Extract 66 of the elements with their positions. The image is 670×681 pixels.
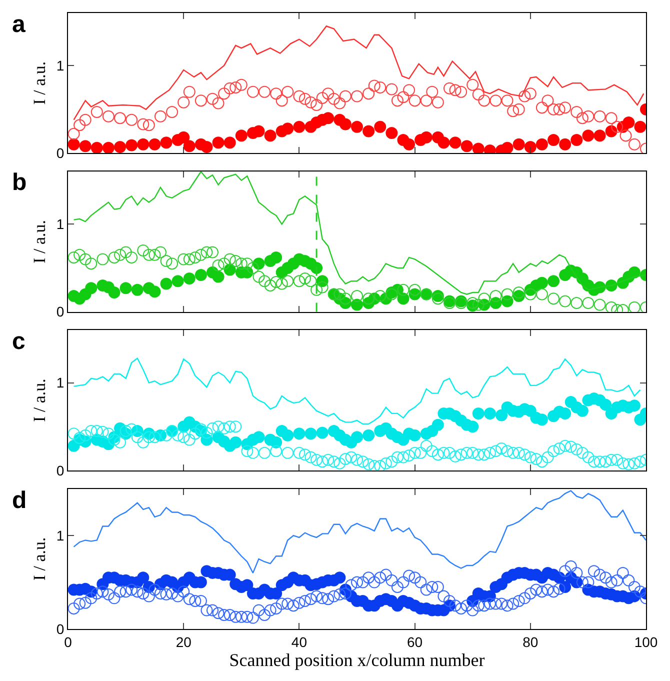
chart-title: a — [12, 11, 26, 38]
point — [634, 120, 646, 133]
point — [282, 122, 294, 135]
point — [460, 140, 473, 152]
point — [79, 140, 92, 152]
point — [68, 138, 80, 150]
y-axis-title: I / a.u. — [30, 220, 49, 264]
point — [114, 141, 126, 154]
point — [322, 112, 334, 124]
point — [200, 141, 213, 154]
line-series — [73, 358, 641, 425]
y-tick-label: 1 — [56, 527, 64, 544]
point — [374, 120, 386, 133]
y-tick-label: 1 — [56, 374, 64, 391]
point — [386, 126, 398, 139]
point — [582, 130, 594, 142]
x-tick-label: 80 — [522, 634, 538, 650]
point — [351, 120, 363, 133]
x-axis-title: Scanned position x/column number — [229, 650, 485, 670]
point — [438, 136, 450, 149]
point — [403, 138, 416, 150]
point — [137, 138, 150, 150]
y-tick-label: 0 — [56, 304, 64, 320]
y-tick-label: 0 — [56, 620, 64, 637]
x-tick-label: 60 — [407, 634, 423, 650]
y-tick-label: 1 — [56, 57, 64, 74]
point — [512, 138, 525, 150]
y-axis-title: I / a.u. — [30, 61, 49, 105]
point — [212, 136, 224, 149]
chart-title: d — [12, 487, 27, 514]
point — [559, 138, 572, 150]
point — [148, 138, 161, 150]
point — [264, 130, 276, 142]
point — [178, 131, 190, 144]
x-tick-label: 100 — [634, 634, 658, 650]
y-tick-label: 1 — [56, 216, 64, 232]
y-axis-title: I / a.u. — [30, 537, 49, 581]
point — [183, 140, 196, 152]
point — [235, 130, 248, 142]
point — [449, 136, 462, 149]
point — [622, 116, 635, 128]
y-tick-label: 0 — [56, 145, 64, 162]
point — [339, 118, 352, 130]
x-tick-label: 40 — [291, 634, 308, 650]
y-tick-label: 0 — [56, 462, 64, 478]
point — [524, 141, 536, 154]
point — [501, 142, 514, 154]
point — [472, 142, 484, 154]
point — [420, 131, 432, 144]
point — [293, 120, 306, 133]
y-axis-title: I / a.u. — [30, 378, 49, 422]
point — [548, 134, 560, 146]
point — [126, 139, 138, 152]
point — [102, 142, 114, 154]
point — [362, 125, 375, 138]
chart-title: b — [12, 169, 27, 196]
point — [224, 136, 236, 149]
point — [160, 136, 172, 149]
chart-title: c — [12, 328, 26, 355]
point — [536, 138, 548, 150]
point — [594, 130, 606, 142]
point — [252, 125, 265, 138]
line-series — [73, 490, 646, 574]
point — [90, 142, 103, 154]
point — [570, 134, 583, 146]
x-tick-label: 20 — [176, 634, 192, 650]
